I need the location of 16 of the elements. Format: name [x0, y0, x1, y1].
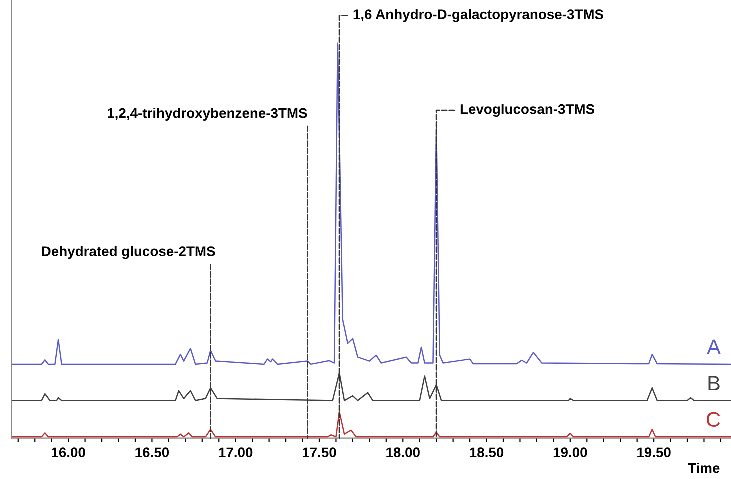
x-axis-title: Time — [688, 463, 720, 474]
annotation: 1,2,4-trihydroxybenzene-3TMS — [108, 108, 308, 121]
x-tick-label: 19.50 — [638, 448, 671, 458]
annotation: 1,6 Anhydro-D-galactopyranose-3TMS — [354, 9, 604, 22]
x-tick-label: 19.00 — [554, 448, 588, 458]
annotation: Dehydrated glucose-2TMS — [42, 246, 216, 260]
series-label: A — [707, 340, 721, 354]
x-tick-label: 16.00 — [52, 448, 86, 458]
x-tick-label: 18.00 — [386, 448, 420, 458]
x-tick-label: 16.50 — [136, 448, 170, 458]
annotation: Levoglucosan-3TMS — [460, 104, 595, 118]
x-tick-label: 17.00 — [219, 448, 253, 458]
series-label: B — [708, 376, 720, 391]
series-label: C — [706, 412, 720, 428]
x-tick-label: 18.50 — [470, 448, 504, 458]
x-tick-label: 17.50 — [302, 448, 336, 458]
